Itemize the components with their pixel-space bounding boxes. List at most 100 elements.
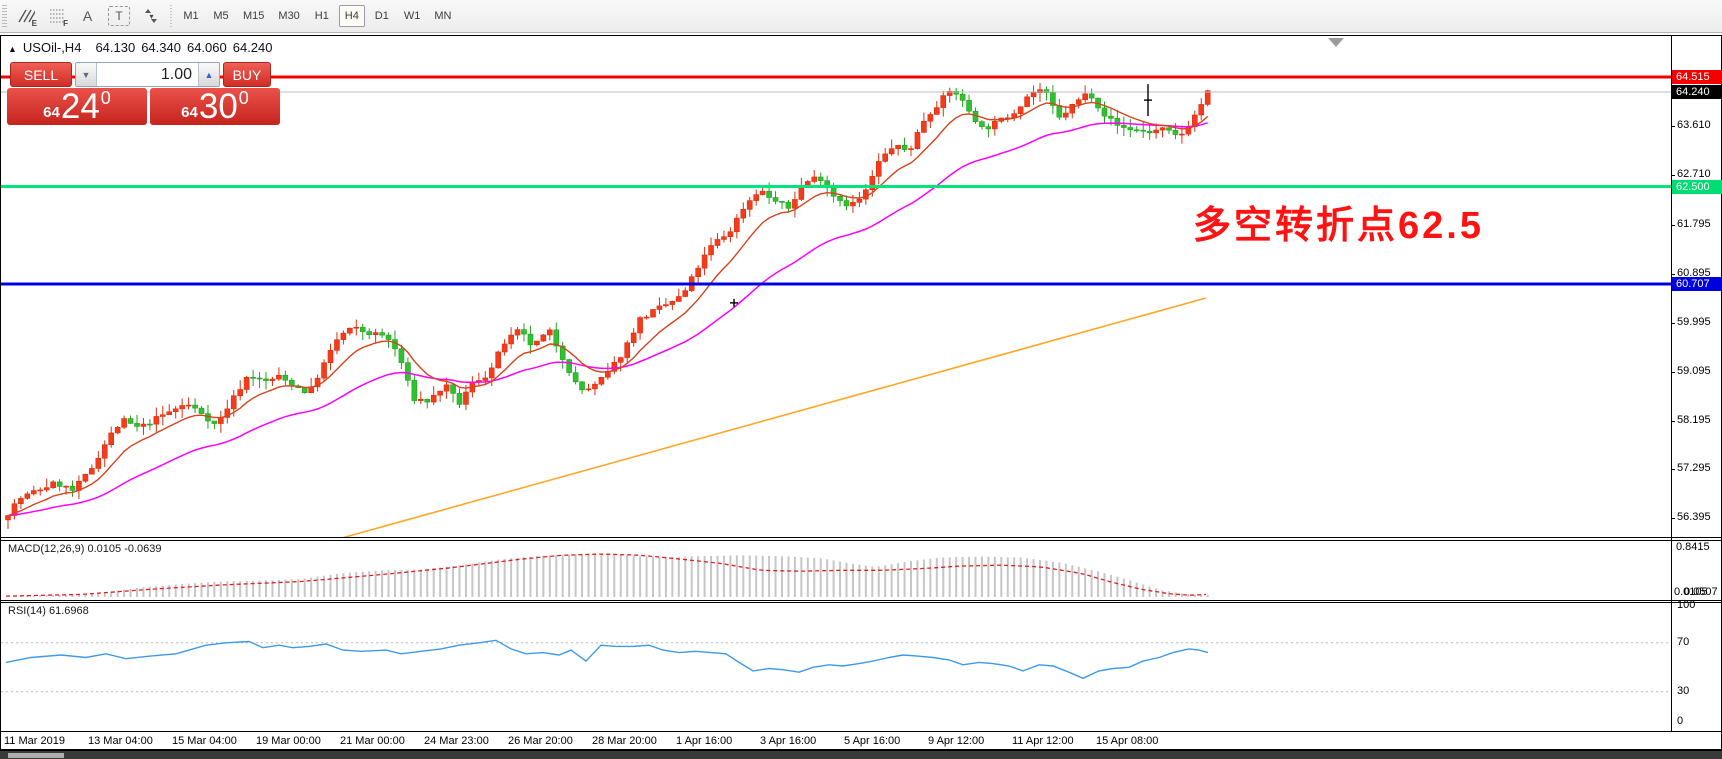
rsi-line [5,639,1209,680]
price-tick-label: 60.895 [1677,267,1711,279]
horizontal-scrollbar-thumb[interactable] [8,753,64,758]
buy-price-display[interactable]: 64 30 0 [150,88,280,125]
macd-signal-value: -0.0639 [124,543,162,555]
sell-price-display[interactable]: 64 24 0 [7,88,147,125]
rsi-value: 61.6968 [48,605,89,617]
macd-main-value: 0.0105 [87,543,122,555]
time-axis-label: 1 Apr 16:00 [676,735,733,747]
time-axis-label: 5 Apr 16:00 [844,735,901,747]
price-axis-tickmark [1671,274,1675,275]
rsi-axis-tick: 0 [1677,715,1684,727]
sell-button[interactable]: SELL [10,62,72,87]
time-axis-label: 26 Mar 20:00 [508,735,573,747]
price-tick-label: 59.095 [1677,365,1711,377]
rsi-label: RSI(14) 61.6968 [8,605,89,617]
panel-separator [0,731,1722,732]
chart-window [0,35,1722,750]
symbol-period-label: USOil-,H4 [22,40,82,55]
dropdown-caret-icon: ▾ [149,11,154,21]
toolbar-separator [170,5,172,27]
price-badge-64.515: 64.515 [1672,70,1722,84]
volume-input[interactable]: 1.00 [160,65,192,83]
time-axis-label: 9 Apr 12:00 [928,735,985,747]
close-value: 64.240 [232,40,273,55]
price-axis-tickmark [1671,421,1675,422]
price-tick-label: 63.610 [1677,119,1711,131]
time-axis-label: 15 Apr 08:00 [1096,735,1159,747]
candlestick-chart-canvas[interactable] [1,36,1671,537]
candlestick-layer [5,82,1211,529]
arrow-tools-icon[interactable]: ▾ [137,3,164,29]
price-tick-label: 56.395 [1677,511,1711,523]
price-axis-tickmark [1671,175,1675,176]
volume-decrease-button[interactable]: ▼ [76,63,97,86]
chart-annotation-text: 多空转折点62.5 [1193,205,1484,247]
timeframe-button-m15[interactable]: M15 [243,10,265,22]
price-tick-label: 62.710 [1677,168,1711,180]
rsi-axis-tick: 100 [1677,599,1696,611]
time-axis-label: 3 Apr 16:00 [760,735,817,747]
chart-shift-marker[interactable] [1328,38,1344,47]
timeframe-button-m5[interactable]: M5 [213,10,229,22]
fibonacci-tools-icon[interactable]: F [43,3,70,29]
sell-price-prefix: 64 [43,104,60,121]
chart-title: ▲ USOil-,H4 64.130 64.340 64.060 64.240 [8,40,279,55]
buy-button[interactable]: BUY [223,62,271,87]
time-axis-label: 15 Mar 04:00 [172,735,237,747]
text-tool-icon[interactable]: A [82,8,93,24]
price-badge-60.707: 60.707 [1672,277,1722,291]
timeframe-button-mn[interactable]: MN [434,10,452,22]
timeframe-button-h4[interactable]: H4 [338,5,365,27]
price-tick-label: 58.195 [1677,414,1711,426]
moving-average-layer [7,101,1209,537]
macd-axis-tick: 0.8415 [1676,541,1710,553]
macd-signal-line [5,553,1207,597]
price-axis-tickmark [1671,126,1675,127]
buy-price-pip: 0 [238,88,249,108]
price-tick-label: 57.295 [1677,462,1711,474]
price-axis-tickmark [1671,225,1675,226]
ohlc-marker-icon: ▲ [8,44,17,54]
timeframe-button-h1[interactable]: H1 [314,10,329,22]
price-badge-64.240: 64.240 [1672,85,1722,99]
toolbar: E F A T ▾ M1 M5 M15 M30 H1 H4 D1 W1 MN [0,0,1722,33]
volume-spinner: ▼ 1.00 ▲ [75,62,220,87]
cursor-markers-layer [730,84,1152,307]
macd-axis-tick: 0.0507 [1684,586,1718,598]
timeframe-button-m30[interactable]: M30 [278,10,300,22]
fibonacci-tools-icon-sub: F [63,19,68,28]
panel-separator[interactable] [0,600,1722,603]
time-axis-label: 13 Mar 04:00 [88,735,153,747]
horizontal-scrollbar-track[interactable] [0,750,1722,759]
time-axis-label: 21 Mar 00:00 [340,735,405,747]
price-axis-tickmark [1671,518,1675,519]
buy-price-prefix: 64 [181,104,198,121]
label-tool-icon[interactable]: T [108,6,130,26]
high-value: 64.340 [141,40,181,55]
panel-separator[interactable] [0,537,1722,541]
rsi-axis-tick: 30 [1677,685,1690,697]
one-click-trading-panel: SELL ▼ 1.00 ▲ BUY 64 24 0 64 30 0 [7,58,280,125]
rsi-axis-tick: 70 [1677,636,1690,648]
toolbar-drag-handle[interactable] [2,5,7,27]
timeframe-button-w1[interactable]: W1 [403,10,421,22]
time-axis-label: 11 Apr 12:00 [1012,735,1074,747]
timeframe-button-m1[interactable]: M1 [183,10,199,22]
time-axis-label: 19 Mar 00:00 [256,735,321,747]
price-tick-label: 59.995 [1677,316,1711,328]
time-axis-label: 11 Mar 2019 [4,735,65,747]
macd-axis-tick: 0.0105 [1674,586,1708,598]
price-axis-tickmark [1671,372,1675,373]
timeframe-button-d1[interactable]: D1 [374,10,389,22]
macd-indicator-canvas[interactable] [1,541,1671,600]
rsi-indicator-canvas[interactable] [1,603,1671,731]
sell-price-main: 24 [60,87,100,127]
low-value: 64.060 [186,40,227,55]
volume-increase-button[interactable]: ▲ [198,63,219,86]
elliott-tools-icon[interactable]: E [12,3,39,29]
elliott-tools-icon-sub: E [31,19,37,28]
price-tick-label: 61.795 [1677,218,1711,230]
sell-price-pip: 0 [100,88,111,108]
buy-price-main: 30 [198,87,238,127]
